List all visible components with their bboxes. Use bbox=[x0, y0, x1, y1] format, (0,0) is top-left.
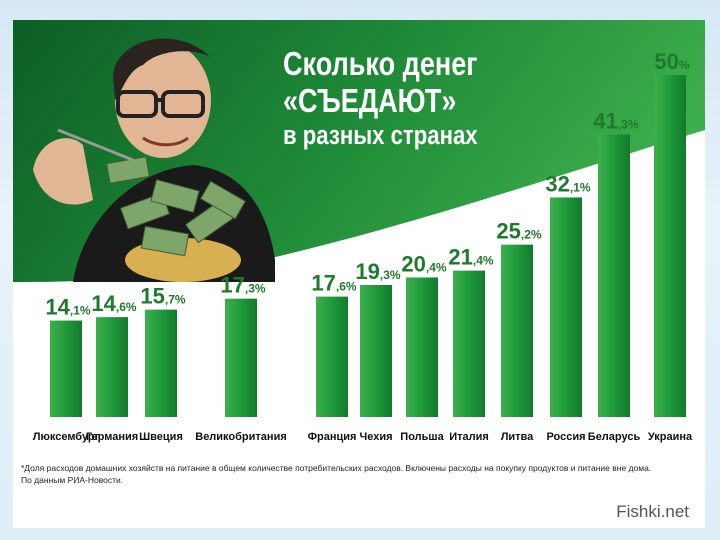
value-label-8: 25,2% bbox=[496, 219, 541, 244]
footnote-line-1: *Доля расходов домашних хозяйств на пита… bbox=[21, 463, 652, 473]
value-label-11: 50% bbox=[654, 49, 689, 74]
category-label-5: Чехия bbox=[360, 431, 393, 443]
value-label-0: 14,1% bbox=[45, 295, 90, 320]
value-label-1: 14,6% bbox=[91, 291, 136, 316]
category-label-2: Швеция bbox=[139, 431, 183, 443]
man-eating-money-illustration bbox=[33, 38, 275, 282]
category-label-11: Украина bbox=[648, 431, 693, 443]
category-label-8: Литва bbox=[501, 431, 534, 443]
title-line-2: «СЪЕДАЮТ» bbox=[283, 81, 457, 119]
bar-11 bbox=[654, 75, 686, 417]
title-line-1: Сколько денег bbox=[283, 45, 478, 82]
category-label-3: Великобритания bbox=[195, 431, 287, 443]
bar-2 bbox=[145, 309, 177, 417]
bar-chart: 14,1% Люксембург 14,6% Германия 15,7% Швеция 1… bbox=[33, 49, 693, 443]
bar-10 bbox=[598, 134, 630, 417]
value-label-7: 21,4% bbox=[448, 245, 493, 270]
value-label-5: 19,3% bbox=[355, 259, 400, 284]
bar-6 bbox=[406, 277, 438, 417]
category-label-4: Франция bbox=[308, 431, 357, 443]
bar-4 bbox=[316, 296, 348, 417]
title-line-3: в разных странах bbox=[283, 119, 478, 150]
infographic-card: Сколько денег «СЪЕДАЮТ» в разных странах… bbox=[13, 20, 705, 528]
value-label-10: 41,3% bbox=[593, 109, 638, 134]
footnote: *Доля расходов домашних хозяйств на пита… bbox=[21, 462, 701, 487]
category-label-7: Италия bbox=[449, 431, 489, 443]
chart-title: Сколько денег «СЪЕДАЮТ» в разных странах bbox=[283, 45, 478, 150]
footnote-line-2: По данным РИА-Новости. bbox=[21, 475, 124, 486]
header-banner bbox=[13, 20, 705, 282]
category-label-1: Германия bbox=[86, 431, 138, 443]
value-label-9: 32,1% bbox=[545, 171, 590, 196]
category-label-10: Беларусь bbox=[588, 431, 641, 443]
bar-7 bbox=[453, 270, 485, 417]
value-label-4: 17,6% bbox=[311, 271, 356, 296]
value-label-6: 20,4% bbox=[401, 251, 446, 276]
value-label-2: 15,7% bbox=[140, 284, 185, 309]
bar-1 bbox=[96, 317, 128, 417]
source-watermark: Fishki.net bbox=[616, 502, 689, 521]
bar-8 bbox=[501, 244, 533, 417]
bar-0 bbox=[50, 320, 82, 417]
category-label-6: Польша bbox=[400, 431, 444, 443]
bar-5 bbox=[360, 284, 392, 417]
category-label-0: Люксембург bbox=[33, 431, 100, 443]
bar-3 bbox=[225, 298, 257, 417]
category-label-9: Россия bbox=[546, 431, 585, 443]
bar-9 bbox=[550, 197, 582, 417]
value-label-3: 17,3% bbox=[220, 273, 265, 298]
